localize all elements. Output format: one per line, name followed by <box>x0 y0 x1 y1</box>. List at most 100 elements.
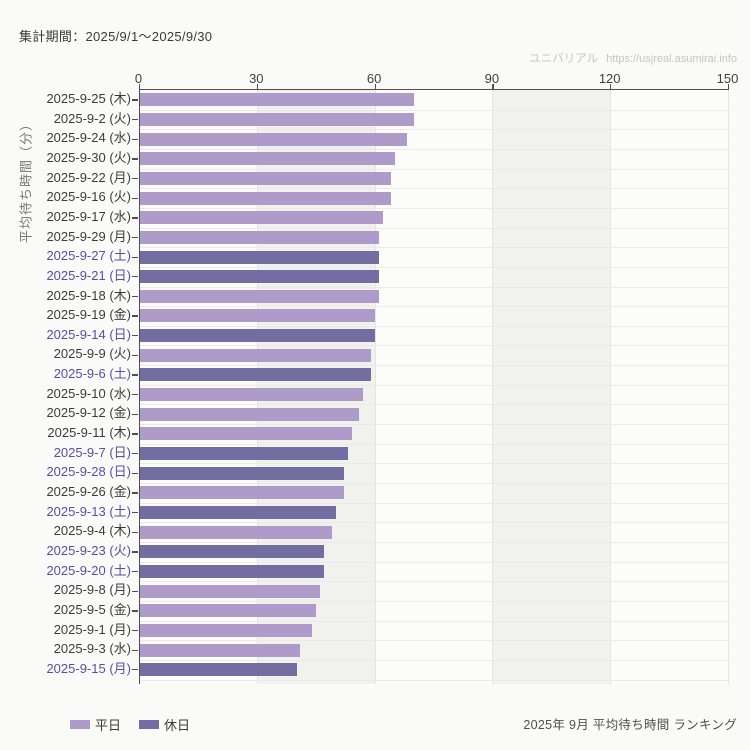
row-label: 2025-9-30 (火) <box>46 149 131 165</box>
grid-line-horizontal <box>139 345 729 347</box>
grid-line-horizontal <box>139 581 729 583</box>
watermark-brand: ユニバリアル <box>529 53 599 65</box>
bar <box>139 132 407 146</box>
y-tick-mark <box>131 629 138 632</box>
grid-line-horizontal <box>139 109 729 111</box>
x-tick-label: 150 <box>716 71 739 86</box>
watermark-url: https://usjreal.asumirai.info <box>606 53 737 65</box>
grid-line-horizontal <box>139 502 729 504</box>
row-label: 2025-9-27 (土) <box>46 248 131 264</box>
row-label: 2025-9-11 (木) <box>47 425 131 441</box>
y-tick-mark <box>131 492 138 494</box>
y-tick-mark <box>131 610 138 612</box>
row-label: 2025-9-14 (日) <box>46 326 131 342</box>
bar <box>139 564 325 578</box>
grid-line-horizontal <box>139 541 729 543</box>
row-label: 2025-9-8 (月) <box>53 582 131 598</box>
y-tick-mark <box>131 590 138 592</box>
watermark: ユニバリアル https://usjreal.asumirai.info <box>529 50 737 66</box>
row-label: 2025-9-15 (月) <box>46 660 131 676</box>
row-label: 2025-9-4 (木) <box>53 523 131 539</box>
chart-caption: 2025年 9月 平均待ち時間 ランキング <box>523 718 737 732</box>
grid-line-horizontal <box>139 286 729 288</box>
grid-line-horizontal <box>139 620 729 622</box>
bar <box>139 505 336 519</box>
x-tick-mark <box>139 83 141 89</box>
grid-line-horizontal <box>139 522 729 524</box>
row-label: 2025-9-18 (木) <box>46 287 131 303</box>
grid-line-horizontal <box>139 266 729 268</box>
row-label: 2025-9-5 (金) <box>53 601 131 617</box>
grid-line-vertical <box>374 90 376 684</box>
bar <box>139 623 313 637</box>
grid-line-horizontal <box>139 306 729 308</box>
x-tick-label: 120 <box>598 71 621 86</box>
bar <box>139 447 348 461</box>
y-tick-mark <box>131 276 138 278</box>
x-tick-mark <box>728 83 730 89</box>
y-tick-mark <box>131 256 138 258</box>
row-label: 2025-9-28 (日) <box>46 464 131 480</box>
y-tick-mark <box>131 649 138 651</box>
bar <box>139 368 372 382</box>
grid-line-horizontal <box>139 404 729 406</box>
row-label: 2025-9-23 (火) <box>46 542 131 558</box>
legend: 平日 休日 <box>70 715 208 734</box>
y-tick-mark <box>131 138 138 140</box>
y-tick-mark <box>131 177 138 180</box>
grid-band <box>492 90 611 684</box>
grid-line-horizontal <box>139 365 729 367</box>
row-label: 2025-9-24 (水) <box>46 130 131 146</box>
row-label: 2025-9-1 (月) <box>53 621 131 637</box>
bar <box>139 407 360 421</box>
x-tick-mark <box>610 83 612 89</box>
x-tick-mark <box>256 83 259 89</box>
y-tick-mark <box>131 354 138 357</box>
grid-line-horizontal <box>139 188 729 190</box>
y-tick-mark <box>131 413 138 416</box>
bar <box>139 250 380 264</box>
grid-line-horizontal <box>139 483 729 484</box>
row-label: 2025-9-13 (土) <box>46 503 131 519</box>
y-tick-mark <box>131 295 138 298</box>
row-label: 2025-9-17 (水) <box>46 208 131 224</box>
row-label: 2025-9-9 (火) <box>53 346 131 362</box>
legend-swatch-holiday <box>139 720 160 729</box>
bar <box>139 309 376 323</box>
grid-line-horizontal <box>139 600 729 602</box>
report-period-label: 集計期間：2025/9/1～2025/9/30 <box>19 29 213 44</box>
y-tick-mark <box>131 99 138 101</box>
y-tick-mark <box>131 374 138 376</box>
bar <box>139 486 344 500</box>
grid-line-horizontal <box>139 659 729 661</box>
grid-line-horizontal <box>139 129 729 131</box>
grid-line-horizontal <box>139 247 729 249</box>
row-label: 2025-9-6 (土) <box>53 366 131 382</box>
row-label: 2025-9-12 (金) <box>46 405 131 421</box>
grid-line-horizontal <box>139 148 729 150</box>
bar <box>139 211 383 225</box>
row-label: 2025-9-21 (日) <box>46 267 131 283</box>
grid-line-vertical <box>610 90 612 684</box>
bar <box>139 604 317 618</box>
y-tick-mark <box>131 197 138 199</box>
grid-line-horizontal <box>139 227 729 229</box>
y-tick-mark <box>131 217 138 219</box>
row-label: 2025-9-26 (金) <box>46 484 131 499</box>
grid-line-horizontal <box>139 679 729 681</box>
x-tick-label: 30 <box>249 71 264 86</box>
y-tick-mark <box>131 511 138 514</box>
bar <box>139 230 380 244</box>
grid-line-horizontal <box>139 443 729 445</box>
y-tick-mark <box>131 472 138 474</box>
bar <box>139 93 415 107</box>
bar <box>139 329 376 343</box>
grid-line-horizontal <box>139 640 729 642</box>
row-label: 2025-9-2 (火) <box>53 110 131 126</box>
row-label: 2025-9-19 (金) <box>46 307 131 323</box>
bar <box>139 427 352 441</box>
bar <box>139 270 380 284</box>
bar <box>139 152 395 166</box>
row-label: 2025-9-10 (水) <box>46 385 131 401</box>
bar <box>139 171 391 185</box>
